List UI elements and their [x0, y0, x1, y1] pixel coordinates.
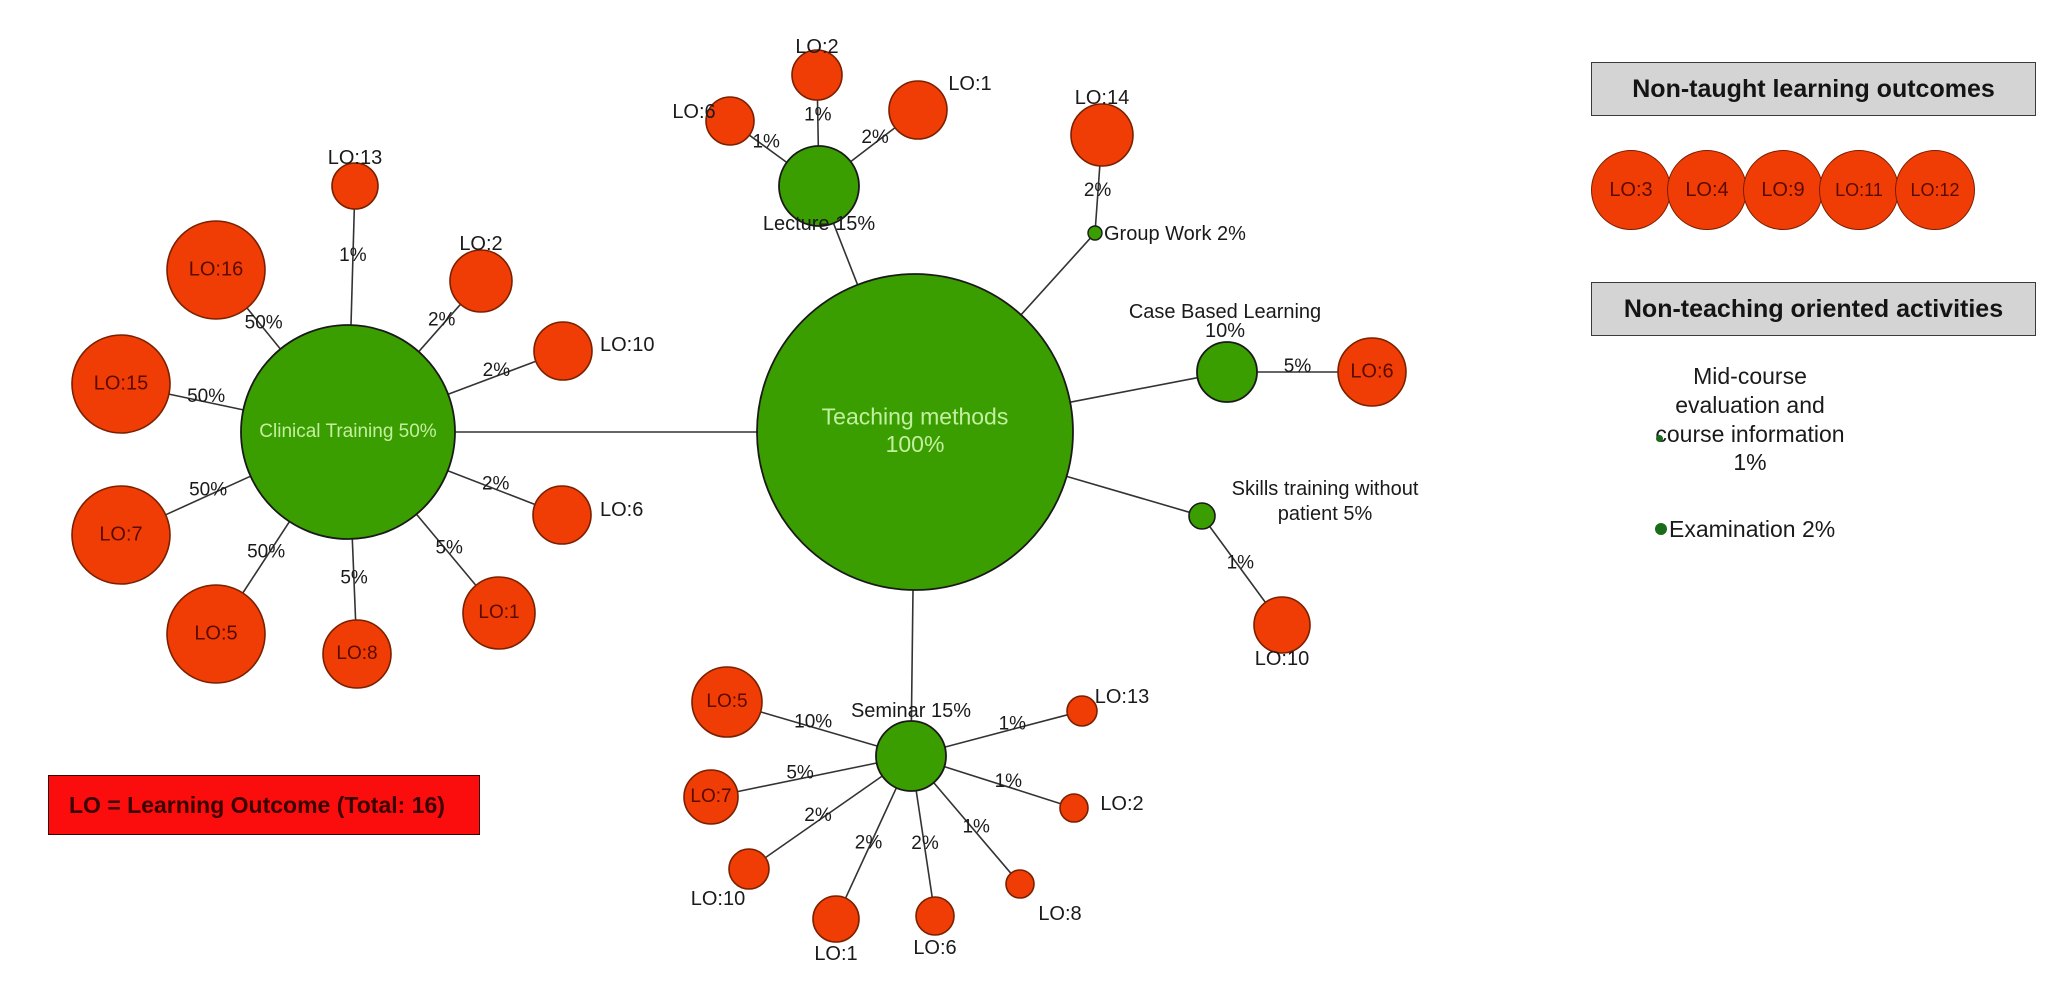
svg-text:LO:10: LO:10: [691, 888, 745, 910]
svg-text:Group Work 2%: Group Work 2%: [1104, 223, 1246, 245]
svg-text:LO:10: LO:10: [600, 334, 654, 356]
svg-text:LO:16: LO:16: [189, 258, 243, 280]
svg-text:LO:2: LO:2: [795, 36, 838, 58]
svg-text:LO:8: LO:8: [336, 643, 377, 664]
svg-text:LO:2: LO:2: [1100, 793, 1143, 815]
svg-text:LO:10: LO:10: [1255, 648, 1309, 670]
svg-text:2%: 2%: [855, 833, 883, 854]
svg-text:LO:1: LO:1: [814, 943, 857, 965]
svg-text:5%: 5%: [786, 763, 814, 784]
svg-text:LO:13: LO:13: [328, 147, 382, 169]
svg-text:2%: 2%: [1084, 180, 1112, 201]
svg-text:Seminar 15%: Seminar 15%: [851, 700, 971, 722]
svg-text:LO:1: LO:1: [948, 73, 991, 95]
svg-text:LO:7: LO:7: [99, 523, 142, 545]
svg-text:50%: 50%: [189, 480, 227, 501]
svg-text:1%: 1%: [1227, 552, 1255, 573]
svg-text:LO:8: LO:8: [1038, 903, 1081, 925]
svg-text:100%: 100%: [886, 431, 945, 457]
svg-text:patient 5%: patient 5%: [1278, 503, 1373, 525]
svg-text:LO:2: LO:2: [459, 233, 502, 255]
svg-text:50%: 50%: [247, 541, 285, 562]
svg-text:LO:1: LO:1: [478, 602, 519, 623]
svg-text:LO:13: LO:13: [1095, 686, 1149, 708]
svg-text:2%: 2%: [861, 127, 889, 148]
svg-text:LO:6: LO:6: [600, 499, 643, 521]
svg-text:5%: 5%: [1284, 356, 1312, 377]
svg-text:10%: 10%: [1205, 320, 1245, 342]
svg-text:2%: 2%: [804, 805, 832, 826]
svg-text:50%: 50%: [245, 313, 283, 334]
svg-text:2%: 2%: [483, 360, 511, 381]
svg-text:Teaching methods: Teaching methods: [822, 403, 1009, 429]
svg-text:Clinical Training 50%: Clinical Training 50%: [259, 421, 437, 442]
svg-text:2%: 2%: [428, 310, 456, 331]
svg-text:LO:14: LO:14: [1075, 87, 1129, 109]
svg-text:2%: 2%: [911, 833, 939, 854]
svg-text:LO:6: LO:6: [1350, 360, 1393, 382]
svg-text:5%: 5%: [340, 568, 368, 589]
svg-text:LO:7: LO:7: [690, 786, 731, 807]
svg-text:1%: 1%: [339, 245, 367, 266]
svg-text:1%: 1%: [752, 131, 780, 152]
svg-text:LO:6: LO:6: [913, 937, 956, 959]
svg-text:2%: 2%: [482, 473, 510, 494]
svg-text:1%: 1%: [962, 817, 990, 838]
svg-text:LO:5: LO:5: [706, 691, 747, 712]
svg-text:10%: 10%: [794, 711, 832, 732]
svg-text:1%: 1%: [804, 105, 832, 126]
svg-text:LO:5: LO:5: [194, 622, 237, 644]
svg-text:LO:6: LO:6: [672, 101, 715, 123]
svg-text:1%: 1%: [999, 713, 1027, 734]
svg-text:Skills training without: Skills training without: [1232, 478, 1419, 500]
svg-text:1%: 1%: [995, 771, 1023, 792]
svg-text:5%: 5%: [435, 537, 463, 558]
svg-text:LO:15: LO:15: [94, 372, 148, 394]
svg-text:Lecture 15%: Lecture 15%: [763, 213, 876, 235]
svg-text:50%: 50%: [187, 386, 225, 407]
